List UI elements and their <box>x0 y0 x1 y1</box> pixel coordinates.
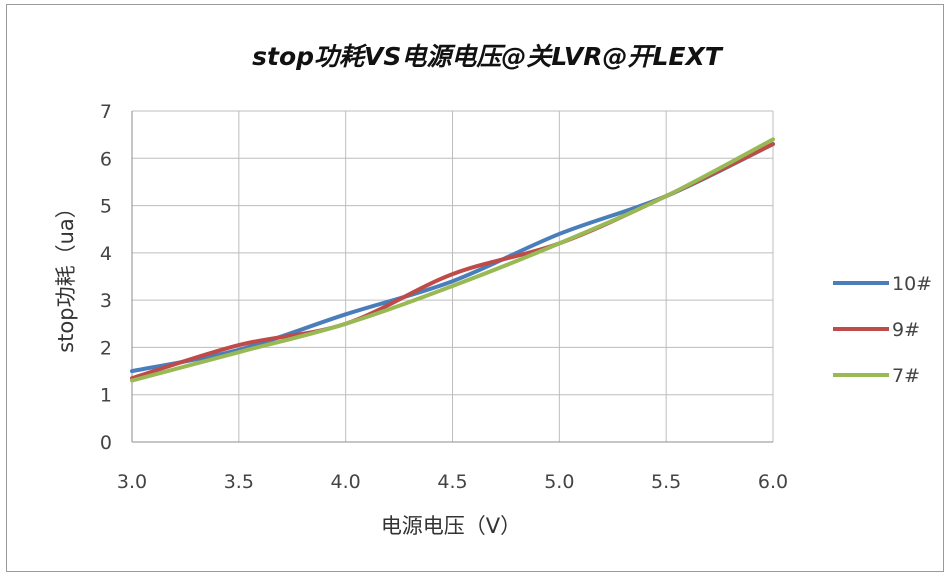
y-axis-title: stop功耗（ua） <box>54 197 78 353</box>
y-tick-label: 5 <box>100 196 112 218</box>
x-axis-title: 电源电压（V） <box>381 514 521 538</box>
series-lines <box>130 137 775 383</box>
x-tick-label: 4.0 <box>331 471 361 493</box>
y-tick-label: 4 <box>100 243 112 265</box>
y-tick-label: 1 <box>100 385 112 407</box>
axes <box>131 111 773 443</box>
x-tick-label: 5.0 <box>544 471 574 493</box>
x-tick-label: 5.5 <box>651 471 681 493</box>
x-tick-label: 4.5 <box>437 471 467 493</box>
y-tick-label: 6 <box>100 148 112 170</box>
tick-labels: 0 1 2 3 4 5 6 7 3.0 3.5 4.0 4.5 5.0 5.5 6.0 <box>100 101 788 493</box>
chart-frame: stop功耗VS电源电压@关LVR@开LEXT 0 1 2 3 4 5 6 7 3.0 3.5 4.… <box>6 4 944 572</box>
y-tick-label: 3 <box>100 290 112 312</box>
x-tick-label: 3.5 <box>224 471 254 493</box>
x-tick-label: 3.0 <box>117 471 147 493</box>
legend-label-3: 7# <box>892 365 920 387</box>
x-tick-label: 6.0 <box>758 471 788 493</box>
y-tick-label: 2 <box>100 337 112 359</box>
line-chart: stop功耗VS电源电压@关LVR@开LEXT 0 1 2 3 4 5 6 7 3.0 3.5 4.… <box>54 42 932 538</box>
y-tick-label: 0 <box>100 432 112 454</box>
legend: 10# 9# 7# <box>833 273 932 387</box>
y-tick-label: 7 <box>100 101 112 123</box>
grid <box>132 110 774 442</box>
chart-title: stop功耗VS电源电压@关LVR@开LEXT <box>252 42 724 71</box>
series-line-3 <box>130 137 775 383</box>
legend-label-1: 10# <box>892 273 932 295</box>
legend-label-2: 9# <box>892 319 920 341</box>
